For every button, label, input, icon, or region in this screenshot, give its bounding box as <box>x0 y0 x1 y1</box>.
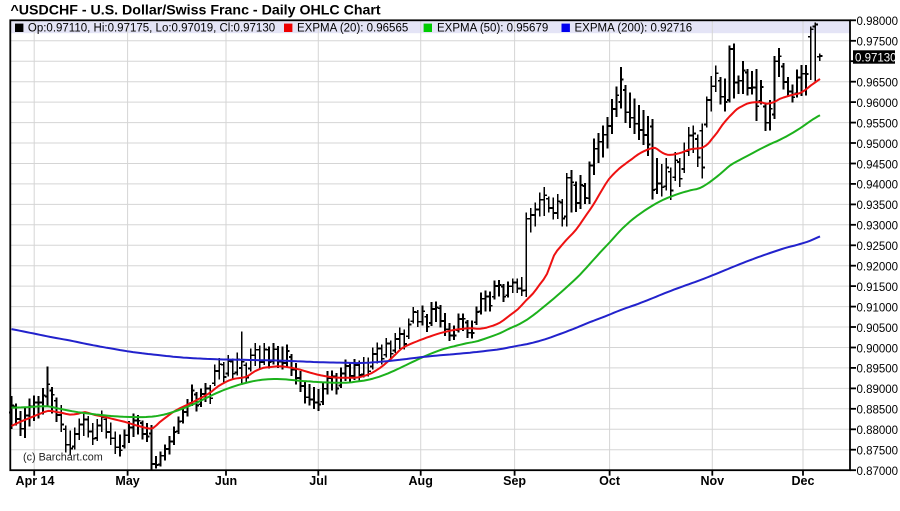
svg-text:0.94500: 0.94500 <box>857 159 899 171</box>
svg-text:0.87000: 0.87000 <box>857 466 899 478</box>
svg-text:Nov: Nov <box>700 474 724 488</box>
svg-text:0.88500: 0.88500 <box>857 405 899 417</box>
svg-text:0.91500: 0.91500 <box>857 282 899 294</box>
svg-text:Dec: Dec <box>792 474 815 488</box>
svg-text:Apr 14: Apr 14 <box>16 474 55 488</box>
svg-text:0.89500: 0.89500 <box>857 364 899 376</box>
svg-text:May: May <box>115 474 139 488</box>
svg-text:Op:0.97110, Hi:0.97175, Lo:0.9: Op:0.97110, Hi:0.97175, Lo:0.97019, Cl:0… <box>28 23 275 35</box>
svg-text:0.97130: 0.97130 <box>855 52 897 64</box>
svg-text:0.90000: 0.90000 <box>857 343 899 355</box>
svg-text:Sep: Sep <box>503 474 526 488</box>
svg-text:^USDCHF - U.S. Dollar/Swiss Fr: ^USDCHF - U.S. Dollar/Swiss Franc - Dail… <box>11 3 381 19</box>
svg-text:0.94000: 0.94000 <box>857 180 899 192</box>
svg-text:0.89000: 0.89000 <box>857 384 899 396</box>
svg-text:0.96500: 0.96500 <box>857 78 899 90</box>
svg-text:0.91000: 0.91000 <box>857 302 899 314</box>
svg-text:0.96000: 0.96000 <box>857 98 899 110</box>
svg-text:0.93500: 0.93500 <box>857 200 899 212</box>
svg-text:Jun: Jun <box>215 474 237 488</box>
svg-text:0.87500: 0.87500 <box>857 446 899 458</box>
svg-text:0.97500: 0.97500 <box>857 37 899 49</box>
svg-text:Oct: Oct <box>599 474 621 488</box>
svg-text:0.92500: 0.92500 <box>857 241 899 253</box>
svg-text:0.95500: 0.95500 <box>857 118 899 130</box>
svg-text:EXPMA (50): 0.95679: EXPMA (50): 0.95679 <box>437 23 548 35</box>
svg-text:(c) Barchart.com: (c) Barchart.com <box>23 452 103 464</box>
svg-text:0.92000: 0.92000 <box>857 262 899 274</box>
svg-text:Jul: Jul <box>309 474 327 488</box>
svg-text:EXPMA (200): 0.92716: EXPMA (200): 0.92716 <box>575 23 693 35</box>
svg-text:Aug: Aug <box>409 474 433 488</box>
svg-text:0.90500: 0.90500 <box>857 323 899 335</box>
svg-text:0.98000: 0.98000 <box>857 16 899 28</box>
svg-text:0.88000: 0.88000 <box>857 425 899 437</box>
svg-text:0.95000: 0.95000 <box>857 139 899 151</box>
svg-text:0.93000: 0.93000 <box>857 221 899 233</box>
svg-text:EXPMA (20): 0.96565: EXPMA (20): 0.96565 <box>297 23 408 35</box>
